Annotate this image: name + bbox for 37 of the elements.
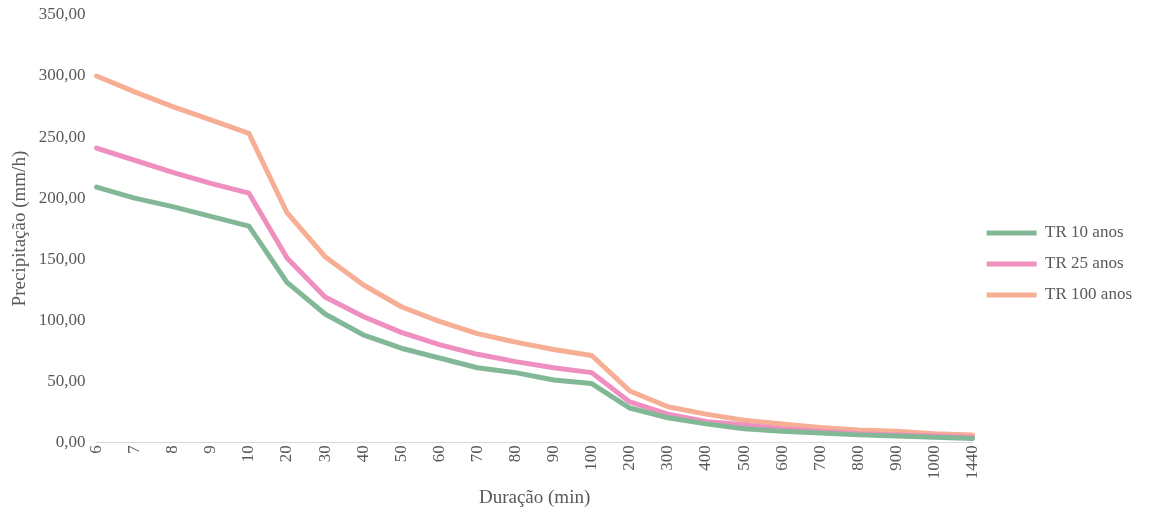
x-tick-label: 300 — [657, 445, 677, 471]
x-tick-label: 7 — [124, 444, 144, 454]
x-tick-label: 200 — [619, 445, 639, 471]
x-axis-title: Duração (min) — [478, 485, 591, 508]
x-tick-label: 9 — [200, 445, 220, 454]
legend-label: TR 100 anos — [1045, 284, 1133, 304]
x-tick-label: 600 — [771, 445, 791, 471]
x-tick-label: 30 — [314, 445, 334, 463]
x-tick-label: 900 — [885, 445, 905, 471]
x-tick-label: 8 — [162, 445, 182, 454]
x-tick-label: 90 — [543, 445, 563, 463]
x-tick-label: 50 — [390, 445, 410, 463]
x-tick-label: 100 — [581, 445, 601, 471]
y-tick-label: 250,00 — [38, 126, 86, 146]
y-tick-label: 200,00 — [38, 187, 86, 207]
legend-label: TR 10 anos — [1045, 222, 1124, 242]
x-tick-label: 60 — [428, 445, 448, 463]
x-tick-label: 10 — [238, 445, 258, 463]
y-tick-label: 50,00 — [47, 370, 86, 390]
x-tick-label: 80 — [505, 445, 525, 463]
y-tick-label: 0,00 — [55, 431, 86, 451]
y-axis-title: Precipitação (mm/h) — [8, 150, 31, 307]
x-tick-label: 70 — [466, 445, 486, 463]
x-tick-label: 400 — [695, 445, 715, 471]
x-tick-label: 40 — [352, 445, 372, 463]
x-tick-label: 700 — [809, 445, 829, 471]
x-tick-label: 500 — [733, 445, 753, 471]
x-tick-label: 1000 — [923, 445, 943, 480]
y-tick-label: 100,00 — [38, 309, 86, 329]
x-tick-label: 800 — [847, 445, 867, 471]
x-tick-label: 20 — [276, 445, 296, 463]
y-tick-label: 150,00 — [38, 248, 86, 268]
y-tick-label: 350,00 — [38, 4, 86, 24]
y-tick-label: 300,00 — [38, 65, 86, 85]
x-tick-label: 6 — [86, 445, 106, 454]
x-tick-label: 1440 — [962, 445, 982, 480]
legend-label: TR 25 anos — [1045, 253, 1124, 273]
